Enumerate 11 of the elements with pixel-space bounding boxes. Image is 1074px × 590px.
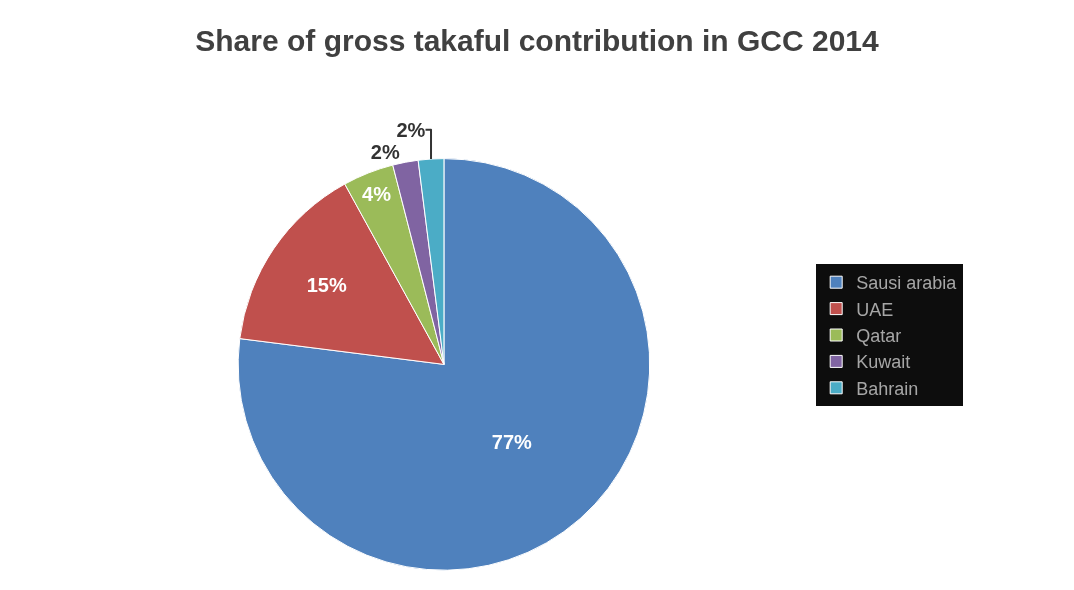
legend-label: Bahrain: [856, 378, 919, 399]
data-label: 15%: [306, 273, 347, 296]
data-label: 77%: [491, 430, 533, 453]
chart-title: Share of gross takaful contribution in GCC 2014: [195, 23, 880, 57]
legend-label: Sausi arabia: [856, 273, 958, 294]
data-label: 4%: [362, 183, 392, 206]
data-label: 2%: [370, 140, 400, 163]
data-label: 2%: [396, 118, 426, 141]
legend-label: Qatar: [856, 326, 902, 347]
legend-label: UAE: [856, 299, 894, 320]
legend-label: Kuwait: [856, 352, 911, 373]
